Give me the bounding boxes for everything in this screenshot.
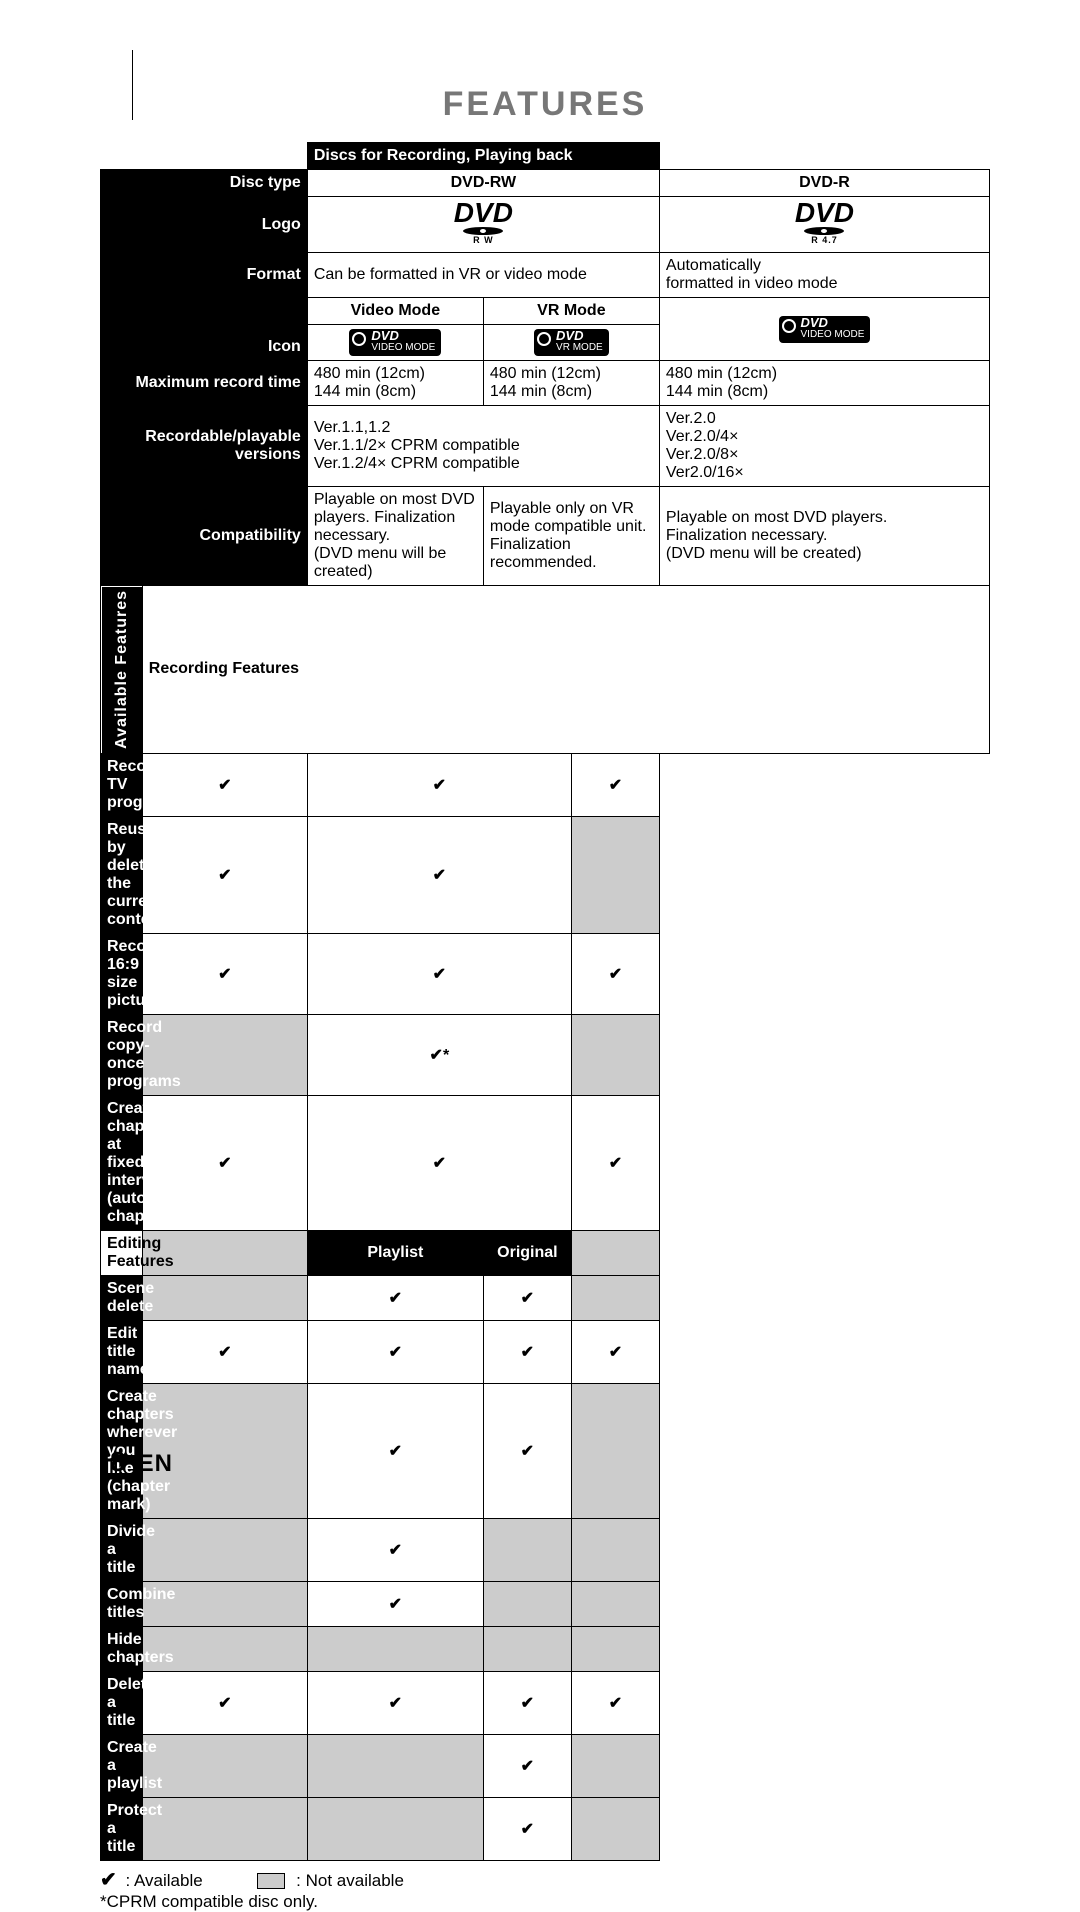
- cell: ✔: [307, 1671, 483, 1734]
- col-dvdr: DVD-R: [659, 170, 989, 197]
- cell: ✔: [571, 753, 659, 816]
- icon-vr: DVDVR MODE: [483, 325, 659, 361]
- cell: ✔: [307, 1383, 483, 1518]
- section-recording: Recording Features: [142, 586, 989, 754]
- legend: ✔ : Available : Not available *CPRM comp…: [100, 1867, 990, 1912]
- legend-grey-box: [257, 1873, 285, 1889]
- top-divider: [132, 50, 133, 120]
- row-label-icon: Icon: [101, 298, 308, 361]
- page-title: FEATURES: [100, 85, 990, 124]
- maxrec-video: 480 min (12cm)144 min (8cm): [307, 361, 483, 406]
- cell: [142, 1275, 307, 1320]
- cell: ✔: [307, 1095, 571, 1230]
- cell: ✔: [483, 1671, 571, 1734]
- cell: [307, 1797, 483, 1860]
- row-label-disctype: Disc type: [101, 170, 308, 197]
- logo-dvdr: DVDR 4.7: [659, 197, 989, 253]
- format-r: Automatically formatted in video mode: [659, 253, 989, 298]
- cell: ✔: [483, 1797, 571, 1860]
- rec-row-label: Reuse by deleting the current contents: [101, 816, 143, 933]
- cell: [307, 1734, 483, 1797]
- legend-available: : Available: [126, 1871, 203, 1890]
- icon-dvdr: DVDVIDEO MODE: [659, 298, 989, 361]
- row-label-logo: Logo: [101, 197, 308, 253]
- col-original: Original: [483, 1230, 571, 1275]
- cell: [571, 1581, 659, 1626]
- page: FEATURES Discs for Recording, Playing ba…: [0, 0, 1080, 1528]
- cell: ✔: [483, 1383, 571, 1518]
- check-icon: ✔: [100, 1869, 117, 1891]
- cell: [142, 1626, 307, 1671]
- section-editing: Editing Features: [101, 1230, 143, 1275]
- cell: [142, 1734, 307, 1797]
- cell: [571, 1626, 659, 1671]
- cell: [483, 1626, 571, 1671]
- cell: ✔: [142, 1671, 307, 1734]
- row-label-format: Format: [101, 253, 308, 298]
- maxrec-r: 480 min (12cm)144 min (8cm): [659, 361, 989, 406]
- edit-row-label: Scene delete: [101, 1275, 143, 1320]
- col-videomode: Video Mode: [307, 298, 483, 325]
- row-label-versions: Recordable/playable versions: [101, 406, 308, 487]
- rec-row-label: Record 16:9 size pictures: [101, 933, 143, 1014]
- cell: ✔: [483, 1734, 571, 1797]
- rec-row-label: Record TV programs: [101, 753, 143, 816]
- cell: ✔: [483, 1275, 571, 1320]
- versions-r: Ver.2.0 Ver.2.0/4× Ver.2.0/8× Ver2.0/16×: [659, 406, 989, 487]
- side-label: Available Features: [101, 586, 143, 754]
- cell: ✔: [571, 1095, 659, 1230]
- section-header: Discs for Recording, Playing back: [307, 143, 659, 170]
- cell: ✔: [571, 933, 659, 1014]
- row-label-maxrecord: Maximum record time: [101, 361, 308, 406]
- edit-row-label: Hide chapters: [101, 1626, 143, 1671]
- icon-video: DVDVIDEO MODE: [307, 325, 483, 361]
- cell: [571, 1734, 659, 1797]
- cell: [571, 1383, 659, 1518]
- legend-footnote: *CPRM compatible disc only.: [100, 1892, 318, 1911]
- cell: [142, 1797, 307, 1860]
- col-dvdrw: DVD-RW: [307, 170, 659, 197]
- edit-row-label: Create a playlist: [101, 1734, 143, 1797]
- cell: ✔: [571, 1671, 659, 1734]
- cell: ✔*: [307, 1014, 571, 1095]
- compat-vr: Playable only on VR mode compatible unit…: [483, 487, 659, 586]
- cell: ✔: [483, 1320, 571, 1383]
- compat-video: Playable on most DVD players. Finalizati…: [307, 487, 483, 586]
- cell: [571, 816, 659, 933]
- cell: ✔: [307, 816, 571, 933]
- row-label-compat: Compatibility: [101, 487, 308, 586]
- cell: [483, 1581, 571, 1626]
- versions-rw: Ver.1.1,1.2 Ver.1.1/2× CPRM compatible V…: [307, 406, 659, 487]
- cell: [571, 1014, 659, 1095]
- col-vrmode: VR Mode: [483, 298, 659, 325]
- cell: [571, 1275, 659, 1320]
- rec-row-label: Record copy-once programs: [101, 1014, 143, 1095]
- cell: [142, 1581, 307, 1626]
- format-rw: Can be formatted in VR or video mode: [307, 253, 659, 298]
- rec-row-label: Create chapters at fixed intervals (auto…: [101, 1095, 143, 1230]
- cell: ✔: [307, 933, 571, 1014]
- legend-not-available: : Not available: [296, 1871, 404, 1890]
- cell: [307, 1626, 483, 1671]
- cell: ✔: [307, 753, 571, 816]
- edit-row-label: Protect a title: [101, 1797, 143, 1860]
- cell: ✔: [307, 1320, 483, 1383]
- cell: ✔: [307, 1275, 483, 1320]
- edit-row-label: Delete a title: [101, 1671, 143, 1734]
- cell: ✔: [142, 1320, 307, 1383]
- col-playlist: Playlist: [307, 1230, 483, 1275]
- logo-dvdrw: DVDR W: [307, 197, 659, 253]
- cell: [571, 1797, 659, 1860]
- maxrec-vr: 480 min (12cm)144 min (8cm): [483, 361, 659, 406]
- page-number: 8EN: [110, 1446, 173, 1478]
- cell: ✔: [571, 1320, 659, 1383]
- cell: ✔: [307, 1581, 483, 1626]
- features-table: Discs for Recording, Playing back Disc t…: [100, 142, 990, 1861]
- compat-r: Playable on most DVD players. Finalizati…: [659, 487, 989, 586]
- edit-row-label: Edit title name: [101, 1320, 143, 1383]
- edit-row-label: Combine titles: [101, 1581, 143, 1626]
